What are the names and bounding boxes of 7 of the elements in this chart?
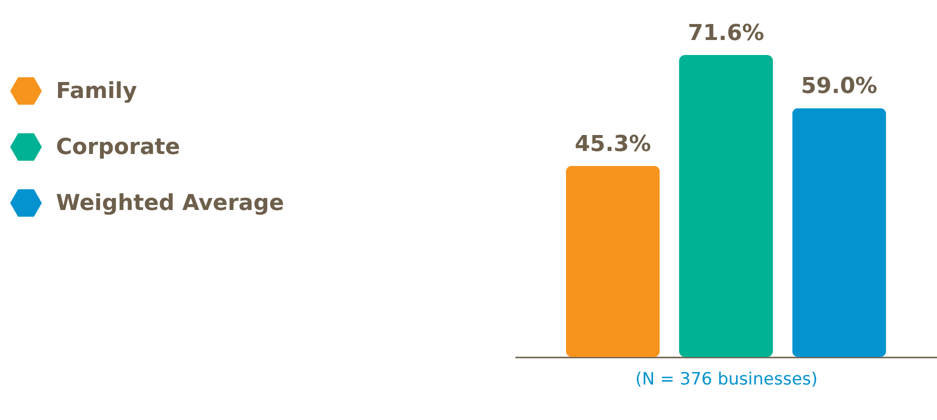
data-label: 45.3% — [574, 132, 652, 157]
data-label: 71.6% — [688, 21, 764, 46]
legend-label: Corporate — [56, 135, 180, 160]
legend-label: Weighted Average — [56, 191, 284, 216]
data-label: 59.0% — [800, 74, 878, 100]
legend-label: Family — [56, 79, 137, 104]
text: (N = 376 businesses) — [635, 370, 818, 390]
